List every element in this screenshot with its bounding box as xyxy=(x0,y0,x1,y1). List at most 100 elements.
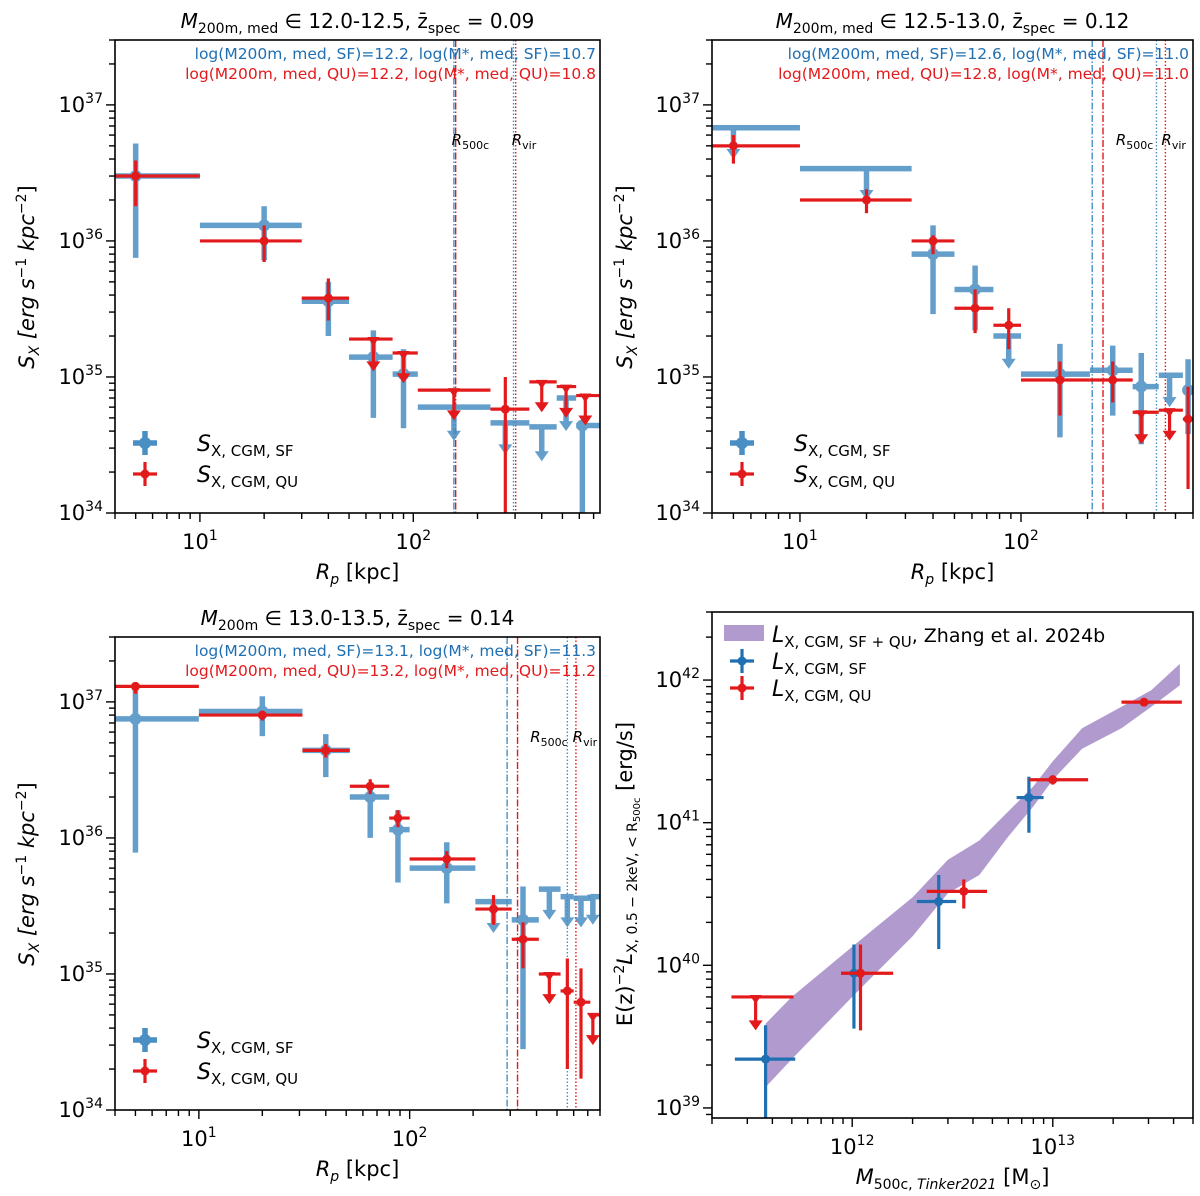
data-point-qu xyxy=(556,384,577,418)
upper-limit-marker xyxy=(586,1012,599,1022)
data-marker xyxy=(321,745,331,755)
vline-label-vir: Rvir xyxy=(1161,131,1186,152)
legend-main: S xyxy=(197,432,211,457)
ylabel-s: S xyxy=(613,355,637,368)
data-point-qu xyxy=(198,710,303,721)
vline-label-sub: 500c xyxy=(541,736,568,749)
legend-label: SX, CGM, SF xyxy=(794,432,891,460)
axes-frame xyxy=(114,636,601,1111)
legend-marker xyxy=(737,469,747,479)
xlabel-r: R xyxy=(316,560,331,584)
y-tick-base: 10 xyxy=(655,365,682,389)
x-tick-exp: 2 xyxy=(422,528,431,544)
title-sub2: spec xyxy=(428,21,461,37)
upper-limit-marker xyxy=(860,166,873,176)
vline-label-vir: Rvir xyxy=(512,131,537,152)
data-marker xyxy=(500,404,510,414)
y-tick-exp: 37 xyxy=(85,91,103,107)
y-tick-base: 10 xyxy=(58,690,85,714)
data-marker xyxy=(1139,697,1149,707)
legend-main: L xyxy=(772,623,784,648)
data-marker xyxy=(365,781,375,791)
legend-label: SX, CGM, QU xyxy=(197,463,298,491)
y-tick-base: 10 xyxy=(58,1098,85,1122)
x-tick-base: 10 xyxy=(181,1127,208,1151)
y-tick-label: 1035 xyxy=(58,363,103,389)
panel-title: M200m ∈ 13.0-13.5, z̄spec = 0.14 xyxy=(201,606,515,634)
data-marker xyxy=(130,681,140,691)
upper-limit-arrow xyxy=(542,909,557,920)
y-tick-label: 1036 xyxy=(58,227,103,253)
upper-limit-marker xyxy=(561,894,574,904)
data-point-sf xyxy=(529,424,557,462)
vline-label-main: R xyxy=(1161,131,1171,149)
title-tail: = 0.12 xyxy=(1055,9,1129,33)
upper-limit-arrow xyxy=(486,923,501,934)
data-point-sf xyxy=(560,893,575,928)
title-rest: ∈ 12.0-12.5, z̄ xyxy=(278,9,428,33)
data-point-sf xyxy=(1016,776,1044,833)
legend-marker xyxy=(140,1066,150,1076)
info-qu: log(M200m, med, QU)=12.8, log(M*, med, Q… xyxy=(778,65,1189,83)
title-tail: = 0.14 xyxy=(440,606,514,630)
data-point-qu xyxy=(392,351,418,384)
upper-limit-marker xyxy=(579,393,592,403)
data-point-sf xyxy=(511,886,539,1050)
upper-limit-arrow xyxy=(1162,397,1177,408)
ylabel-unit: [erg s xyxy=(613,278,637,345)
vline-label-500c: R500c xyxy=(530,728,567,749)
y-tick-base: 10 xyxy=(58,501,85,525)
ylabel-exp: −2 xyxy=(612,965,628,986)
x-axis-label: M500c, Tinker2021 [M⊙] xyxy=(856,1165,1050,1193)
data-point-sf xyxy=(349,786,390,838)
upper-limit-arrow xyxy=(585,914,600,925)
y-tick-exp: 36 xyxy=(682,227,700,243)
ylabel-exp1: −1 xyxy=(14,258,30,279)
data-marker xyxy=(489,904,499,914)
data-marker xyxy=(517,913,530,926)
legend-label: SX, CGM, SF xyxy=(197,1029,294,1057)
data-point-qu xyxy=(490,376,530,513)
title-sub: 200m xyxy=(218,618,258,634)
data-point-qu xyxy=(475,895,512,925)
legend-entry-sf: SX, CGM, SF xyxy=(730,431,891,460)
y-tick-exp: 36 xyxy=(85,824,103,840)
upper-limit-marker xyxy=(574,896,587,906)
data-point-sf xyxy=(712,124,800,160)
panel-title: M200m, med ∈ 12.0-12.5, z̄spec = 0.09 xyxy=(181,9,535,37)
vline-label-main: R xyxy=(512,131,522,149)
y-tick-exp: 35 xyxy=(85,363,103,379)
data-marker xyxy=(856,968,866,978)
legend-label: SX, CGM, SF xyxy=(197,432,294,460)
legend-marker xyxy=(139,1034,151,1046)
legend-entry-qu: SX, CGM, QU xyxy=(133,1059,298,1088)
upper-limit-marker xyxy=(535,379,548,389)
data-point-qu xyxy=(529,379,557,413)
ylabel-exp1: −1 xyxy=(14,855,30,876)
upper-limit-marker xyxy=(586,894,599,904)
upper-limit-marker xyxy=(535,424,548,434)
x-tick-exp: 1 xyxy=(209,528,218,544)
data-marker xyxy=(861,195,871,205)
legend-label: SX, CGM, QU xyxy=(794,463,895,491)
legend-entry-qu: LX, CGM, QU xyxy=(730,676,871,705)
data-marker xyxy=(728,141,738,151)
data-point-qu xyxy=(1182,386,1193,490)
vline-label-sub: 500c xyxy=(1126,139,1153,152)
y-tick-exp: 34 xyxy=(85,499,103,515)
vline-label-500c: R500c xyxy=(1116,131,1153,152)
ylabel-close: ] xyxy=(613,185,637,193)
y-tick-base: 10 xyxy=(655,93,682,117)
x-axis-label: Rp [kpc] xyxy=(316,560,400,588)
y-tick-exp: 37 xyxy=(85,688,103,704)
data-marker xyxy=(1055,375,1065,385)
data-marker xyxy=(562,986,572,996)
y-axis-label: E(z)−2LX, 0.5 − 2keV, < R500c [erg/s] xyxy=(612,722,643,1026)
y-tick-exp: 37 xyxy=(682,91,700,107)
data-point-qu xyxy=(301,278,350,321)
legend-entry-sf: SX, CGM, SF xyxy=(133,1028,294,1057)
data-marker xyxy=(442,854,452,864)
